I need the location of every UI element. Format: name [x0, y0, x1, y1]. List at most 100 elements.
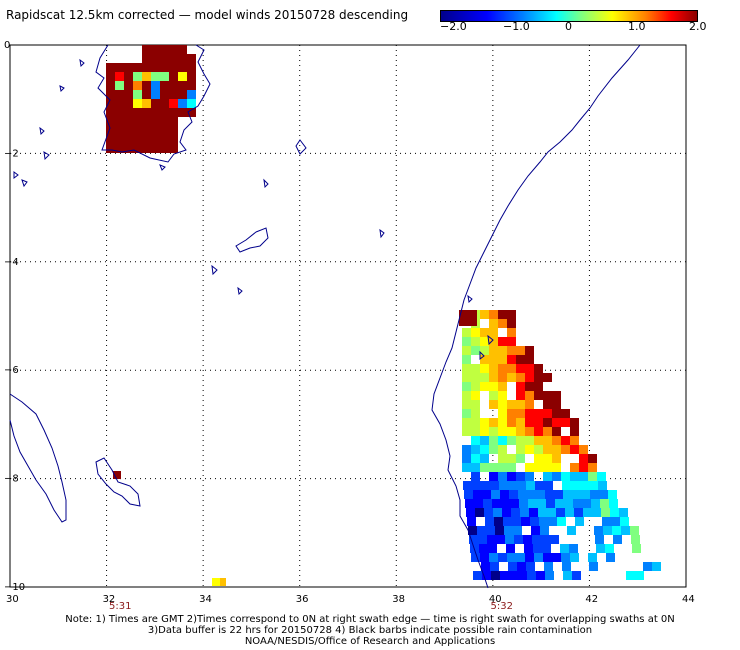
wind-cell: [498, 427, 507, 436]
wind-cell: [475, 508, 484, 517]
wind-cell: [459, 310, 477, 326]
wind-cell: [594, 526, 603, 535]
wind-cell: [490, 562, 499, 571]
wind-cell: [525, 364, 534, 373]
wind-cell: [501, 499, 510, 508]
wind-cell: [151, 126, 160, 135]
wind-cell: [115, 108, 124, 117]
wind-cell: [187, 90, 196, 99]
wind-cell: [142, 63, 151, 72]
wind-cell: [471, 427, 480, 436]
wind-cell: [498, 418, 507, 427]
wind-cell: [611, 517, 620, 526]
wind-cell: [536, 490, 545, 499]
wind-cell: [489, 346, 498, 355]
wind-cell: [160, 72, 169, 81]
wind-cell: [133, 117, 142, 126]
wind-cell: [630, 526, 639, 535]
wind-cell: [562, 481, 571, 490]
wind-cell: [563, 571, 572, 580]
wind-cell: [480, 355, 489, 364]
wind-cell: [471, 364, 480, 373]
wind-cell: [480, 436, 489, 445]
wind-cell: [508, 481, 517, 490]
wind-cell: [169, 117, 178, 126]
wind-cell: [519, 499, 528, 508]
wind-cell: [169, 135, 178, 144]
wind-cell: [547, 508, 556, 517]
wind-cell: [482, 490, 491, 499]
wind-cell: [527, 571, 536, 580]
wind-cell: [534, 418, 543, 427]
wind-cell: [151, 135, 160, 144]
wind-cell: [462, 355, 471, 364]
coast-mainland: [431, 44, 641, 589]
wind-cell: [541, 535, 550, 544]
wind-cell: [523, 535, 532, 544]
wind-cell: [552, 454, 561, 463]
wind-cell: [537, 499, 546, 508]
lat-tick-label: −6: [4, 365, 19, 376]
wind-cell: [560, 544, 569, 553]
wind-cell: [498, 364, 507, 373]
wind-cell: [178, 90, 187, 99]
wind-cell: [212, 578, 220, 586]
wind-cell: [464, 490, 473, 499]
wind-cell: [473, 490, 482, 499]
wind-cell: [169, 81, 178, 90]
wind-cell: [133, 99, 142, 108]
wind-cell: [610, 508, 619, 517]
wind-cell: [546, 499, 555, 508]
wind-cell: [534, 436, 543, 445]
wind-cell: [545, 571, 554, 580]
wind-cell: [484, 508, 493, 517]
wind-cell: [550, 535, 559, 544]
wind-cell: [509, 571, 518, 580]
wind-cell: [462, 427, 471, 436]
wind-cell: [489, 400, 498, 409]
wind-cell: [471, 418, 480, 427]
wind-cell: [489, 382, 498, 391]
wind-cell: [498, 337, 507, 346]
footnotes: Note: 1) Times are GMT 2)Times correspon…: [0, 614, 740, 647]
wind-cell: [502, 508, 511, 517]
wind-cell: [498, 373, 507, 382]
wind-cell: [500, 490, 509, 499]
wind-cell: [520, 508, 529, 517]
wind-cell: [513, 526, 522, 535]
wind-cell: [511, 508, 520, 517]
wind-cell: [601, 508, 610, 517]
wind-cell: [498, 553, 507, 562]
wind-cell: [526, 562, 535, 571]
wind-cell: [499, 481, 508, 490]
wind-cell: [534, 409, 543, 418]
wind-cell: [480, 310, 489, 319]
wind-cell: [115, 90, 124, 99]
wind-cell: [516, 364, 525, 373]
wind-cell: [507, 373, 516, 382]
wind-cell: [570, 445, 579, 454]
wind-cell: [606, 553, 615, 562]
wind-cell: [589, 481, 598, 490]
wind-cell: [580, 481, 589, 490]
wind-cell: [498, 382, 507, 391]
swath-time-label: 5:32: [491, 601, 513, 612]
wind-cell: [124, 126, 133, 135]
wind-cell: [534, 391, 543, 400]
wind-cell: [498, 400, 507, 409]
colorbar-tick-label: 2.0: [689, 20, 707, 33]
wind-cell: [151, 90, 160, 99]
wind-cell: [552, 553, 561, 562]
wind-cell: [516, 400, 525, 409]
wind-cell: [582, 499, 591, 508]
wind-cell: [124, 72, 133, 81]
wind-cell: [543, 472, 552, 481]
wind-cell: [544, 481, 553, 490]
wind-cell: [498, 319, 507, 328]
wind-cell: [151, 54, 160, 63]
wind-cell: [151, 117, 160, 126]
wind-cell: [485, 517, 494, 526]
wind-cell: [534, 463, 543, 472]
wind-cell: [507, 310, 516, 319]
wind-cell: [491, 490, 500, 499]
